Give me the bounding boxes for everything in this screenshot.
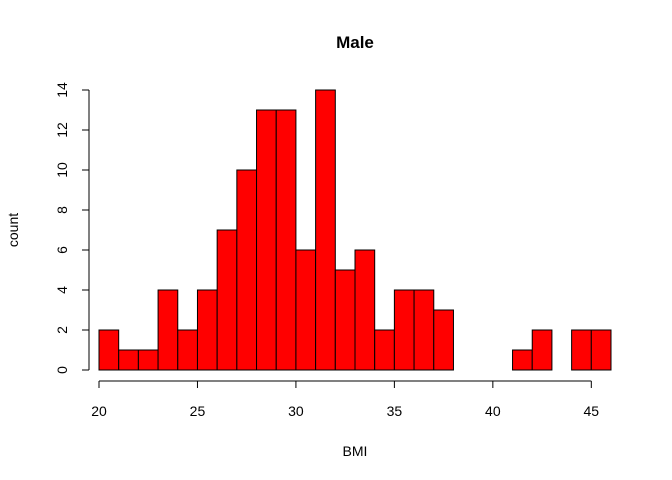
bars-group (98, 89, 612, 371)
histogram-bar-5 (196, 289, 218, 371)
histogram-bar-1 (118, 349, 139, 371)
histogram-bar-21 (512, 349, 533, 371)
histogram-bar-12 (334, 269, 356, 371)
x-axis: 20 25 30 35 40 45 (91, 380, 600, 419)
histogram-bar-11 (315, 89, 336, 371)
y-tick-label: 6 (54, 246, 70, 254)
histogram-bar-15 (393, 289, 415, 371)
x-tick-label: 40 (485, 403, 501, 419)
y-tick-label: 4 (54, 286, 70, 294)
y-axis: 0 2 4 6 8 10 12 14 (54, 82, 90, 374)
histogram-bar-2 (137, 349, 159, 371)
histogram-bar-6 (216, 229, 238, 371)
histogram-bar-9 (275, 109, 297, 371)
histogram-bar-10 (295, 249, 317, 371)
histogram-bar-16 (413, 289, 435, 371)
y-tick-label: 2 (54, 326, 70, 334)
y-tick-label: 8 (54, 206, 70, 214)
histogram-bar-25 (590, 329, 612, 371)
histogram-bar-22 (531, 329, 553, 371)
y-tick-label: 10 (54, 162, 70, 178)
y-tick-label: 0 (54, 366, 70, 374)
x-axis-label: BMI (343, 443, 368, 459)
y-tick-label: 12 (54, 122, 70, 138)
histogram-bar-3 (157, 289, 179, 371)
y-axis-label: count (5, 213, 21, 247)
y-tick-label: 14 (54, 82, 70, 98)
histogram-bar-4 (177, 329, 198, 371)
x-tick-label: 35 (387, 403, 403, 419)
chart-title: Male (336, 33, 374, 52)
histogram-bar-8 (256, 109, 277, 371)
x-tick-label: 25 (190, 403, 206, 419)
histogram-bar-17 (433, 309, 454, 371)
histogram-bar-14 (374, 329, 395, 371)
x-tick-label: 45 (584, 403, 600, 419)
histogram-bar-7 (236, 169, 258, 371)
histogram-bar-24 (571, 329, 592, 371)
histogram-bar-0 (98, 329, 120, 371)
x-tick-label: 30 (288, 403, 304, 419)
histogram-bar-13 (354, 249, 376, 371)
x-tick-label: 20 (91, 403, 107, 419)
